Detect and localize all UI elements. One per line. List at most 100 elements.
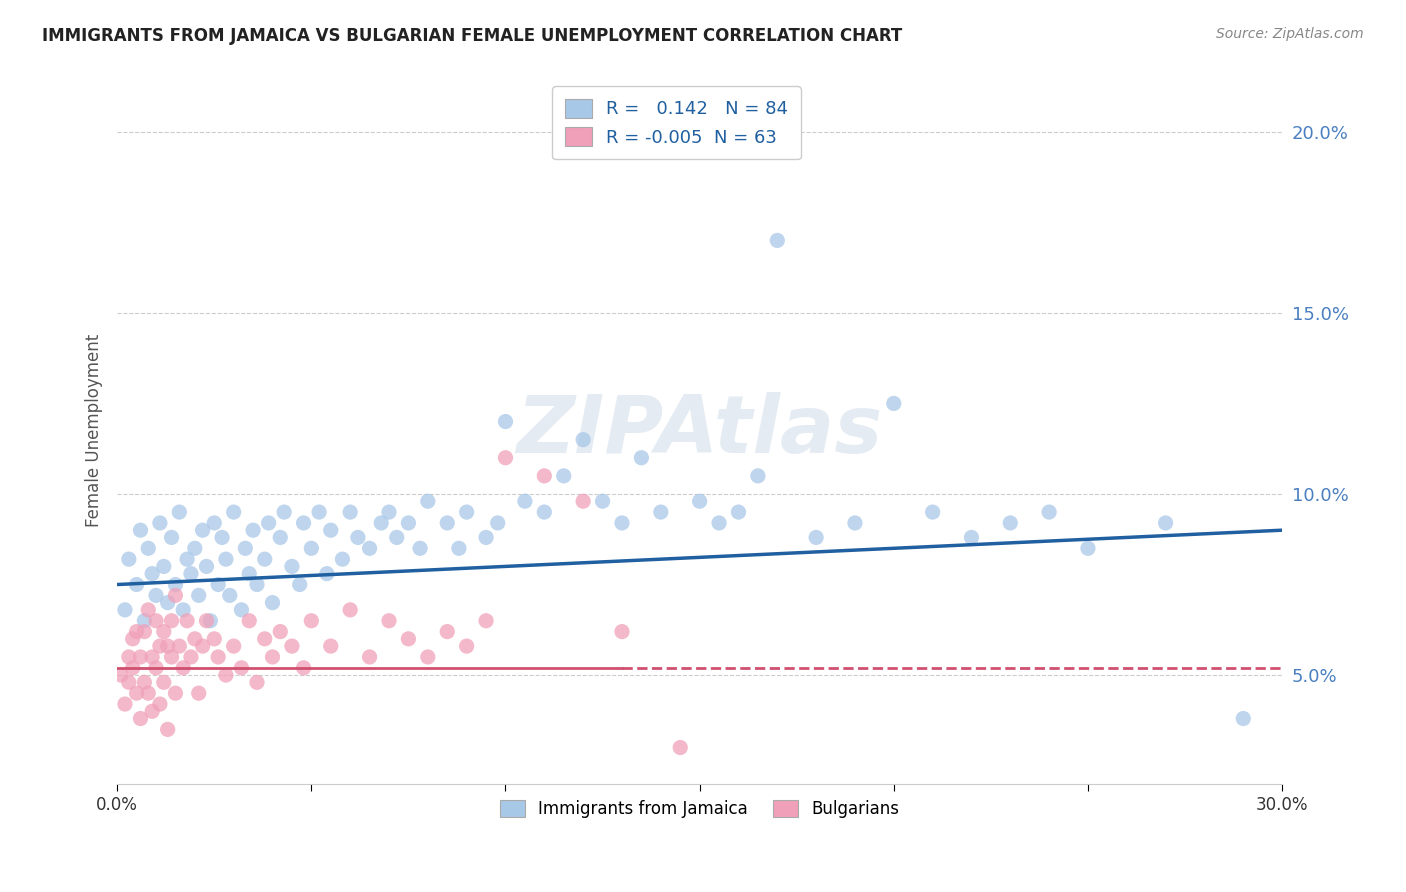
Point: [176, 552, 198, 566]
Point: [370, 516, 392, 530]
Point: [262, 650, 284, 665]
Point: [707, 516, 730, 530]
Point: [475, 614, 498, 628]
Text: IMMIGRANTS FROM JAMAICA VS BULGARIAN FEMALE UNEMPLOYMENT CORRELATION CHART: IMMIGRANTS FROM JAMAICA VS BULGARIAN FEM…: [42, 27, 903, 45]
Point: [149, 697, 172, 711]
Point: [114, 603, 136, 617]
Point: [299, 614, 322, 628]
Point: [215, 552, 238, 566]
Point: [308, 505, 330, 519]
Point: [253, 632, 276, 646]
Point: [572, 433, 595, 447]
Point: [218, 588, 240, 602]
Point: [513, 494, 536, 508]
Point: [156, 723, 179, 737]
Point: [883, 396, 905, 410]
Point: [747, 468, 769, 483]
Point: [396, 516, 419, 530]
Point: [202, 516, 225, 530]
Point: [149, 639, 172, 653]
Point: [184, 541, 207, 556]
Point: [475, 531, 498, 545]
Point: [191, 639, 214, 653]
Point: [165, 686, 187, 700]
Point: [553, 468, 575, 483]
Text: ZIPAtlas: ZIPAtlas: [516, 392, 883, 469]
Point: [114, 697, 136, 711]
Point: [246, 675, 269, 690]
Point: [136, 603, 159, 617]
Point: [169, 505, 191, 519]
Point: [191, 523, 214, 537]
Point: [299, 541, 322, 556]
Point: [110, 668, 132, 682]
Point: [378, 614, 401, 628]
Point: [339, 603, 361, 617]
Point: [1232, 712, 1254, 726]
Point: [134, 675, 156, 690]
Point: [136, 541, 159, 556]
Point: [269, 531, 291, 545]
Point: [332, 552, 354, 566]
Point: [253, 552, 276, 566]
Point: [202, 632, 225, 646]
Point: [233, 541, 256, 556]
Point: [145, 588, 167, 602]
Point: [630, 450, 652, 465]
Point: [160, 650, 183, 665]
Point: [152, 559, 174, 574]
Point: [292, 516, 315, 530]
Point: [222, 505, 245, 519]
Point: [118, 675, 141, 690]
Point: [804, 531, 827, 545]
Point: [281, 559, 304, 574]
Point: [125, 686, 148, 700]
Point: [145, 661, 167, 675]
Point: [495, 415, 517, 429]
Point: [396, 632, 419, 646]
Point: [436, 624, 458, 639]
Point: [416, 650, 439, 665]
Point: [238, 614, 260, 628]
Point: [246, 577, 269, 591]
Point: [129, 712, 152, 726]
Point: [215, 668, 238, 682]
Point: [231, 603, 253, 617]
Point: [156, 639, 179, 653]
Y-axis label: Female Unemployment: Female Unemployment: [86, 334, 103, 527]
Point: [156, 596, 179, 610]
Point: [689, 494, 711, 508]
Point: [121, 632, 143, 646]
Point: [1038, 505, 1060, 519]
Point: [187, 686, 209, 700]
Point: [378, 505, 401, 519]
Point: [359, 541, 381, 556]
Point: [136, 686, 159, 700]
Point: [921, 505, 943, 519]
Point: [207, 577, 229, 591]
Point: [145, 614, 167, 628]
Point: [727, 505, 749, 519]
Point: [121, 661, 143, 675]
Point: [134, 614, 156, 628]
Point: [456, 505, 478, 519]
Point: [222, 639, 245, 653]
Point: [269, 624, 291, 639]
Point: [960, 531, 983, 545]
Point: [160, 531, 183, 545]
Point: [533, 505, 555, 519]
Point: [141, 566, 163, 581]
Point: [486, 516, 509, 530]
Point: [242, 523, 264, 537]
Point: [172, 661, 194, 675]
Point: [172, 603, 194, 617]
Point: [195, 614, 218, 628]
Point: [1077, 541, 1099, 556]
Point: [1000, 516, 1022, 530]
Point: [149, 516, 172, 530]
Point: [129, 523, 152, 537]
Point: [281, 639, 304, 653]
Point: [169, 639, 191, 653]
Point: [385, 531, 408, 545]
Text: Source: ZipAtlas.com: Source: ZipAtlas.com: [1216, 27, 1364, 41]
